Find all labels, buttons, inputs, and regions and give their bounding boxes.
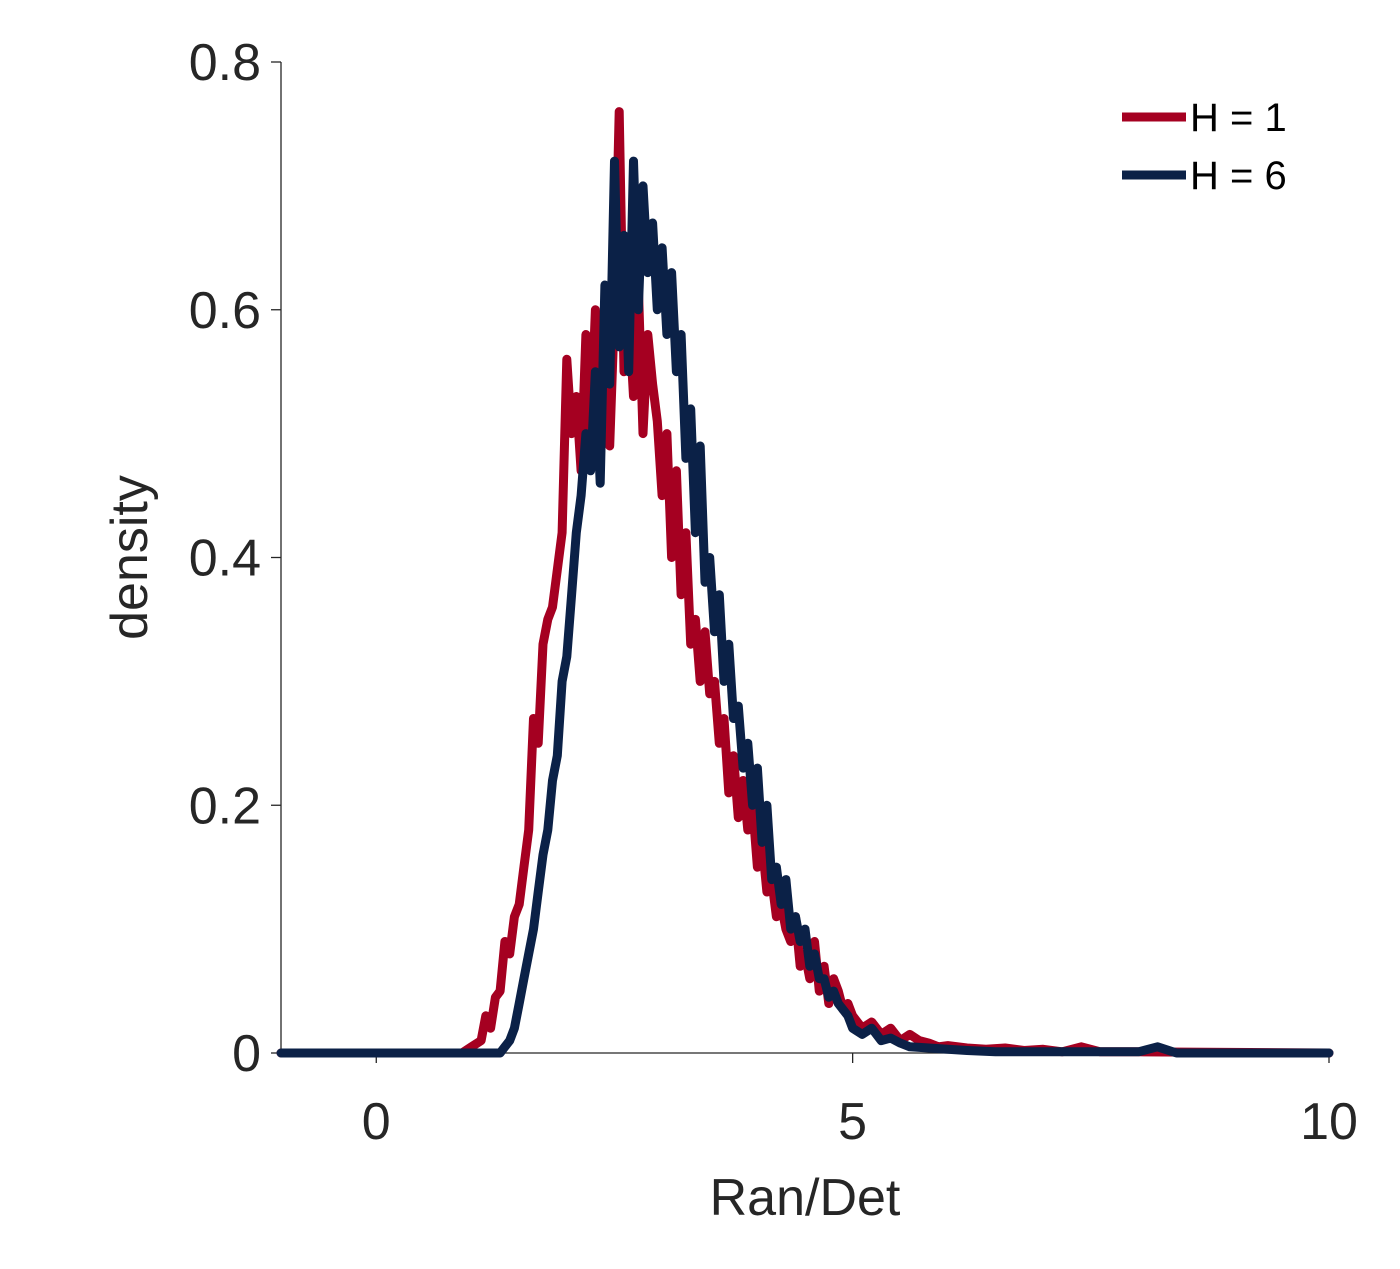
- series-group: [276, 107, 1334, 1058]
- x-axis-ticks: 0 5 10: [362, 1053, 1358, 1151]
- y-tick-label: 0.2: [189, 777, 261, 835]
- legend-label-1: H = 1: [1190, 96, 1287, 140]
- y-axis-ticks: 0 0.2 0.4 0.6 0.8: [189, 34, 281, 1083]
- legend: H = 1 H = 6: [1122, 96, 1287, 198]
- y-tick-label: 0.6: [189, 282, 261, 340]
- y-tick-label: 0: [232, 1025, 261, 1083]
- y-tick-label: 0.4: [189, 530, 261, 588]
- x-tick-label: 5: [838, 1093, 867, 1151]
- y-axis-label: density: [101, 475, 159, 640]
- x-axis-label: Ran/Det: [710, 1169, 901, 1227]
- plot-area: 0 0.2 0.4 0.6 0.8 0 5 10: [189, 34, 1358, 1151]
- series-line-1: [276, 107, 1334, 1058]
- series-line-2: [276, 156, 1334, 1058]
- x-tick-label: 0: [362, 1093, 391, 1151]
- legend-label-2: H = 6: [1190, 154, 1287, 198]
- x-tick-label: 10: [1300, 1093, 1358, 1151]
- y-tick-label: 0.8: [189, 34, 261, 92]
